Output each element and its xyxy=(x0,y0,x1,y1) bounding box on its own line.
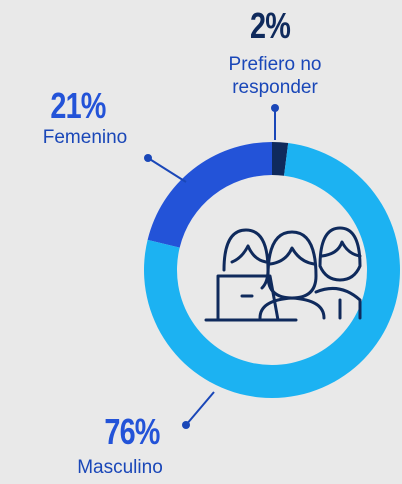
leader-dot xyxy=(271,104,279,112)
category-label: Femenino xyxy=(42,127,128,148)
leader-dot xyxy=(182,421,190,429)
value-label: 76% xyxy=(104,411,160,452)
value-label: 2% xyxy=(249,5,291,46)
leaders xyxy=(147,108,276,426)
leader-dots xyxy=(144,104,279,429)
donut xyxy=(144,142,401,398)
leader-line xyxy=(147,157,187,183)
donut-segment xyxy=(272,142,289,176)
people-icon xyxy=(204,226,362,322)
leader-dot xyxy=(144,154,152,162)
donut-segment xyxy=(147,142,272,248)
category-label: Prefiero no responder xyxy=(228,54,322,98)
value-label: 21% xyxy=(50,85,106,126)
leader-line xyxy=(185,391,215,426)
category-label: Masculino xyxy=(77,457,163,478)
